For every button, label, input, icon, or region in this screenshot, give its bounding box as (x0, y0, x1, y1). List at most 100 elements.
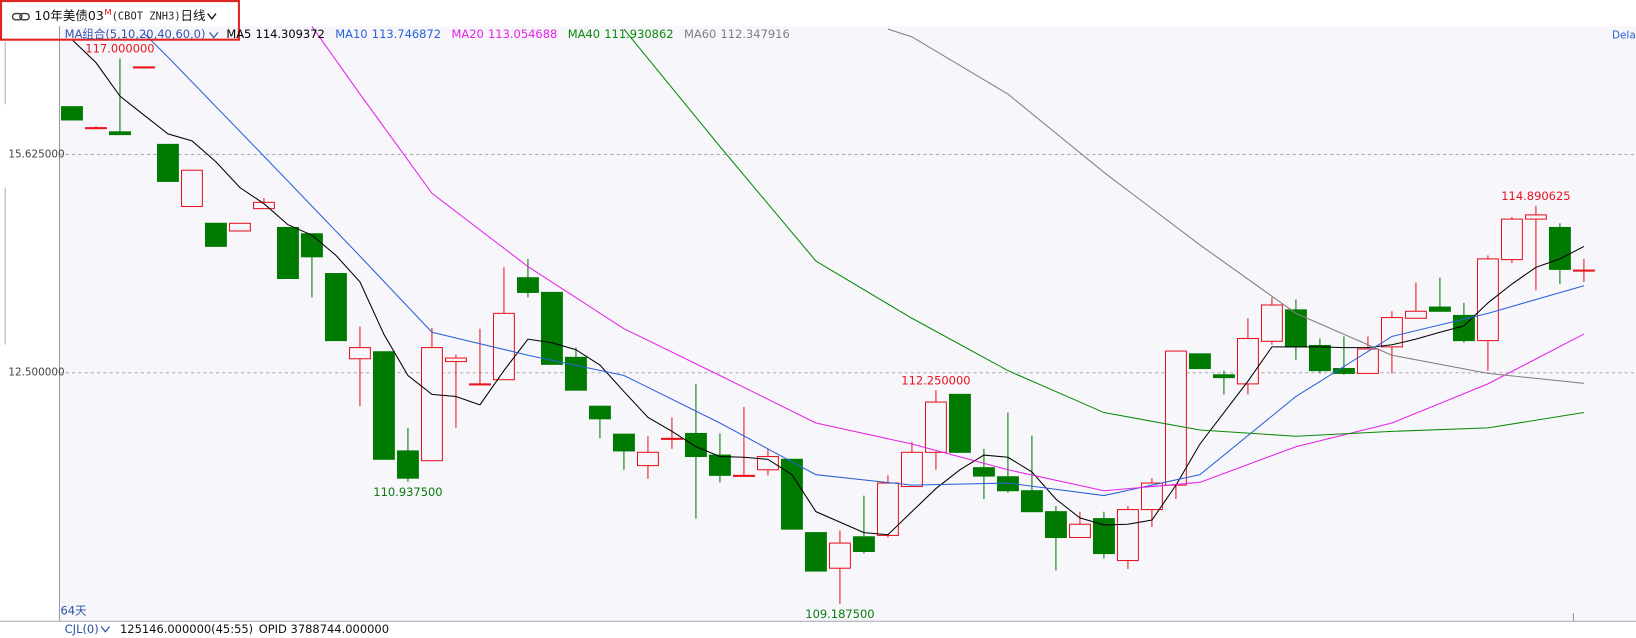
moving-averages (71, 26, 1585, 536)
ma-line (623, 28, 1585, 437)
instrument-badge: M (104, 7, 111, 17)
legend-value: 112.347916 (720, 27, 789, 41)
legend-name: MA5 (226, 27, 251, 41)
extreme-label: 110.937500 (373, 485, 442, 499)
candle-body (1476, 258, 1499, 342)
extreme-label: 114.890625 (1501, 189, 1570, 203)
candle-body (1068, 523, 1091, 539)
candle-body (300, 233, 323, 258)
candle-body (348, 347, 371, 360)
candle-body (60, 106, 83, 121)
candle-body (1092, 518, 1115, 555)
candle-body (948, 393, 971, 453)
link-icon (11, 12, 30, 21)
ma-line (311, 26, 1585, 492)
candle-body (1356, 348, 1379, 374)
legend-value: 113.746872 (372, 27, 441, 41)
legend-value: 113.054688 (488, 27, 557, 41)
candle-body (84, 127, 107, 130)
candle-body (372, 351, 395, 460)
candle-body (1020, 490, 1043, 513)
candle-body (684, 432, 707, 458)
candle-body (468, 383, 491, 386)
candle-body (180, 169, 203, 208)
candle-body (444, 357, 467, 363)
candle-body (828, 542, 851, 569)
extreme-label: 117.000000 (85, 42, 154, 56)
candle-body (1308, 344, 1331, 372)
candle-body (276, 226, 299, 279)
instrument-code: (CBOT ZNH3) (112, 11, 181, 23)
candle-body (516, 277, 539, 293)
candle-body (1212, 374, 1235, 379)
candle-body (636, 451, 659, 467)
ma-line (71, 39, 1585, 536)
candle-body (540, 291, 563, 365)
candle-body (1188, 353, 1211, 370)
extreme-label: 112.250000 (901, 373, 970, 387)
legend-value: 114.309372 (256, 27, 325, 41)
candle-body (972, 467, 995, 477)
y-tick-label: 12.500000 (8, 367, 64, 379)
toolbar (0, 0, 1636, 26)
extreme-label: 109.187500 (805, 607, 874, 621)
candle-body (564, 356, 587, 391)
candle-body (708, 454, 731, 476)
legend-name: MA40 (568, 27, 600, 41)
legend-value: 111.930862 (604, 27, 673, 41)
candle-body (228, 222, 251, 232)
candle-body (1428, 306, 1451, 312)
candle-body (1380, 317, 1403, 348)
indicator-label[interactable]: MA组合(5,10,20,40,60,0) (65, 27, 206, 41)
indicator-chevron (209, 31, 219, 39)
candle-body (804, 532, 827, 572)
candle-body (324, 273, 347, 342)
volume-indicator[interactable]: CJL(0) (65, 622, 99, 636)
candle-body (1500, 218, 1523, 261)
candle-body (732, 474, 755, 477)
candle-body (1284, 309, 1307, 348)
candle-body (1572, 269, 1595, 272)
candle-body (780, 458, 803, 530)
candle-body (588, 405, 611, 420)
candle-body (1260, 304, 1283, 342)
candles (60, 58, 1595, 605)
candle-body (756, 455, 779, 471)
candle-body (1164, 350, 1187, 486)
open-interest: OPID 3788744.000000 (259, 622, 389, 636)
plot-area (59, 26, 1636, 622)
candle-body (1044, 511, 1067, 539)
candle-body (132, 66, 155, 69)
candle-body (1140, 482, 1163, 511)
candle-body (612, 433, 635, 452)
candle-body (1404, 310, 1427, 319)
candle-body (1452, 314, 1475, 342)
period-chevron[interactable] (207, 13, 217, 20)
labels: 15.625000 12.500000 117.000000 110.937500 11… (8, 42, 1570, 621)
candle-body (1332, 368, 1355, 374)
candle-body (204, 222, 227, 247)
candle-body (1548, 226, 1571, 270)
candle-body (252, 201, 275, 210)
candle-body (924, 401, 947, 453)
delay-label: Dela (1612, 30, 1636, 42)
legend-name: MA60 (684, 27, 716, 41)
period-count: 64天 (61, 603, 88, 617)
candle-body (1116, 509, 1139, 562)
period-selector[interactable]: 日线 (181, 8, 207, 23)
candle-body (1524, 214, 1547, 220)
highlight-box (0, 0, 240, 41)
ma-line (143, 33, 1585, 497)
legend-name: MA10 (335, 27, 367, 41)
candle-body (900, 451, 923, 488)
ma-line (887, 28, 1584, 384)
candle-body (1236, 337, 1259, 385)
candle-body (660, 437, 683, 440)
indicator-chevron[interactable] (100, 626, 111, 633)
candle-body (396, 450, 419, 479)
instrument-title[interactable]: 10年美债03 (34, 8, 103, 23)
candle-body (420, 347, 443, 462)
candle-body (108, 131, 131, 136)
